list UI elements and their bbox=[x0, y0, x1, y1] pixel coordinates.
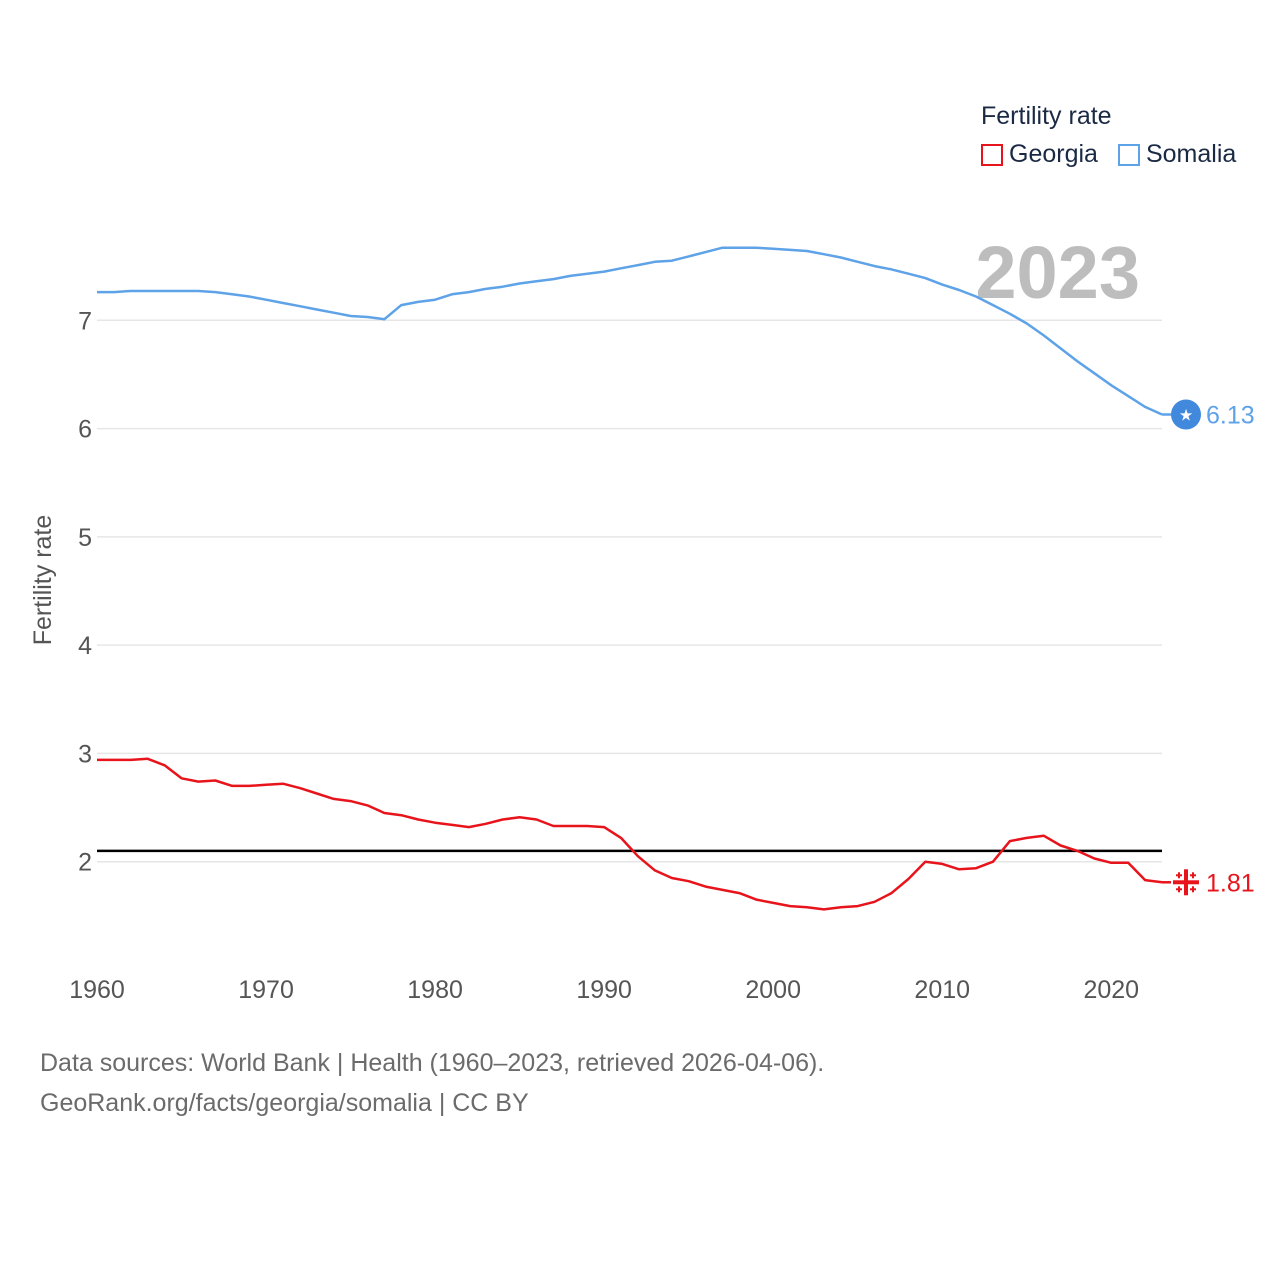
legend-swatch-georgia bbox=[981, 143, 1003, 166]
y-tick-label: 5 bbox=[78, 524, 92, 552]
y-tick-label: 7 bbox=[78, 307, 92, 335]
x-tick-label: 2000 bbox=[745, 976, 801, 1004]
y-axis-label: Fertility rate bbox=[29, 515, 57, 646]
series-line-somalia[interactable] bbox=[97, 246, 1163, 416]
y-tick-label: 4 bbox=[78, 632, 92, 660]
series-line-georgia[interactable] bbox=[97, 757, 1163, 911]
star-flag-icon: ★ bbox=[1171, 399, 1201, 430]
legend-item-somalia[interactable]: Somalia bbox=[1117, 140, 1237, 169]
series-lines bbox=[97, 246, 1163, 911]
legend-swatch-somalia bbox=[1117, 143, 1140, 166]
x-tick-label: 2020 bbox=[1083, 976, 1139, 1004]
legend: Fertility rate Georgia Somalia bbox=[981, 100, 1236, 169]
data-source-text: Data sources: World Bank | Health (1960–… bbox=[40, 1049, 825, 1077]
y-axis-ticks: 2 3 4 5 6 7 bbox=[78, 307, 92, 876]
x-tick-label: 2010 bbox=[914, 976, 970, 1004]
legend-label-somalia: Somalia bbox=[1145, 140, 1237, 168]
end-value-label-georgia: 1.81 bbox=[1206, 869, 1255, 897]
series-end-markers: ★ 6.13 1.81 bbox=[1162, 399, 1255, 898]
attribution-link[interactable]: GeoRank.org/facts/georgia/somalia | CC B… bbox=[40, 1089, 529, 1117]
svg-text:★: ★ bbox=[1179, 405, 1193, 424]
x-tick-label: 1960 bbox=[69, 976, 125, 1004]
grid-lines bbox=[97, 319, 1162, 863]
y-tick-label: 6 bbox=[78, 416, 92, 444]
x-tick-label: 1990 bbox=[576, 976, 632, 1004]
jerusalem-cross-flag-icon bbox=[1171, 867, 1201, 898]
legend-title: Fertility rate bbox=[981, 102, 1112, 130]
x-tick-label: 1970 bbox=[238, 976, 294, 1004]
legend-label-georgia: Georgia bbox=[1009, 140, 1098, 168]
x-tick-label: 1980 bbox=[407, 976, 463, 1004]
x-axis-ticks: 1960 1970 1980 1990 2000 2010 2020 bbox=[69, 976, 1139, 1004]
footer: Data sources: World Bank | Health (1960–… bbox=[40, 1043, 824, 1123]
y-tick-label: 2 bbox=[78, 849, 92, 877]
legend-item-georgia[interactable]: Georgia bbox=[981, 140, 1098, 169]
year-label: 2023 bbox=[975, 231, 1140, 314]
end-value-label-somalia: 6.13 bbox=[1206, 401, 1255, 429]
y-tick-label: 3 bbox=[78, 740, 92, 768]
